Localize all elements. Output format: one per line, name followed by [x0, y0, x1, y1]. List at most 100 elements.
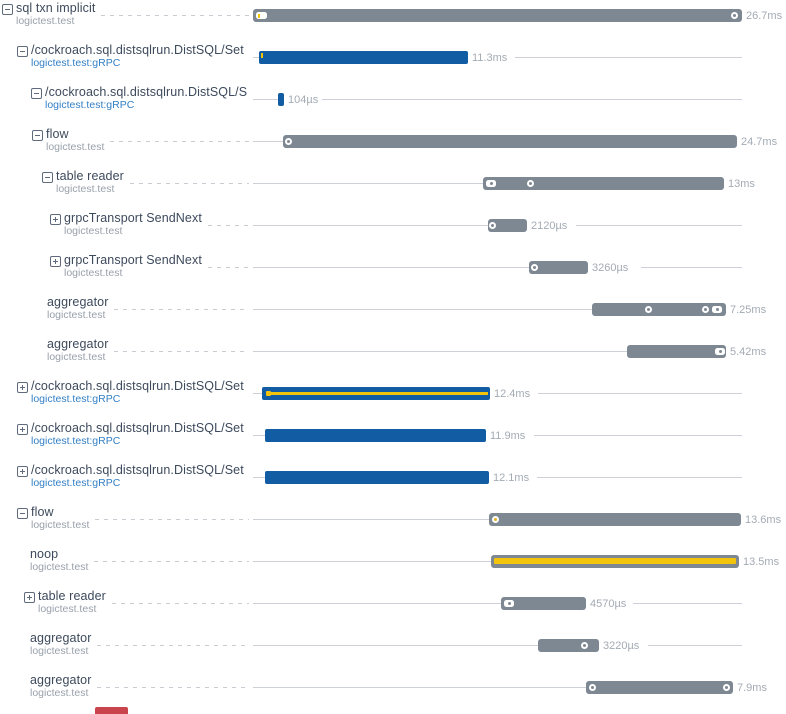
collapse-icon[interactable] [17, 508, 28, 519]
span-label-text: grpcTransport SendNext logictest.test [64, 252, 202, 279]
expand-icon[interactable] [50, 214, 61, 225]
span-duration: 13.5ms [743, 556, 780, 568]
span-bar[interactable] [278, 93, 284, 106]
expand-icon[interactable] [17, 424, 28, 435]
span-label-text: grpcTransport SendNext logictest.test [64, 210, 202, 237]
trace-span-row: table reader logictest.test 13ms [0, 168, 786, 210]
span-bar[interactable] [259, 51, 468, 64]
collapse-icon[interactable] [31, 88, 42, 99]
span-bar[interactable] [538, 639, 599, 652]
indent-spacer [0, 672, 30, 673]
span-bar[interactable] [483, 177, 724, 190]
timeline-tail-line [633, 603, 742, 604]
span-name: /cockroach.sql.distsqlrun.DistSQL/Set [31, 421, 244, 435]
span-duration: 13ms [728, 178, 755, 190]
span-source: logictest.test [38, 603, 97, 615]
collapse-icon[interactable] [32, 130, 43, 141]
log-marker-icon [504, 600, 514, 607]
icon-plus-stroke [22, 427, 23, 432]
span-bar[interactable] [253, 9, 742, 22]
timeline-left-line [253, 435, 265, 436]
trace-span-row: /cockroach.sql.distsqlrun.DistSQL/Set log… [0, 42, 786, 84]
timeline-left-line [253, 57, 259, 58]
span-bar[interactable] [529, 261, 588, 274]
span-bar[interactable] [586, 681, 733, 694]
span-label-area: aggregator logictest.test [0, 294, 253, 336]
timeline-tail-line [576, 225, 742, 226]
dashed-leader-line [97, 645, 249, 646]
dashed-leader-line [207, 225, 249, 226]
span-label-area: sql txn implicit logictest.test [0, 0, 253, 42]
expand-icon[interactable] [17, 466, 28, 477]
span-label-area: aggregator logictest.test [0, 672, 253, 714]
span-source: logictest.test [30, 561, 89, 573]
span-bar[interactable] [265, 429, 486, 442]
indent-spacer [0, 42, 17, 43]
log-marker-icon [261, 53, 263, 58]
span-bar[interactable] [489, 513, 741, 526]
log-marker-dot [491, 224, 494, 227]
log-marker-dot [494, 518, 497, 521]
span-name: sql txn implicit [16, 1, 96, 15]
span-bar[interactable] [283, 135, 737, 148]
child-span-stripe [267, 392, 488, 395]
log-marker-icon [702, 306, 709, 313]
timeline-tail-line [538, 393, 742, 394]
span-bar[interactable] [262, 387, 490, 400]
timeline-tail-line [648, 645, 742, 646]
span-source: logictest.test [46, 141, 105, 153]
span-source: logictest.test [47, 309, 106, 321]
expand-icon[interactable] [24, 592, 35, 603]
indent-spacer [0, 84, 31, 85]
indent-spacer [0, 252, 50, 253]
span-bar[interactable] [488, 219, 527, 232]
dashed-leader-line [207, 267, 249, 268]
span-name: aggregator [30, 631, 92, 645]
expand-icon[interactable] [17, 382, 28, 393]
log-marker-icon [645, 306, 652, 313]
trace-span-row: aggregator logictest.test 5.42ms [0, 336, 786, 378]
log-marker-icon [492, 516, 499, 523]
span-source: logictest.test:gRPC [45, 99, 135, 111]
span-bar[interactable] [592, 303, 726, 316]
dashed-leader-line [94, 561, 249, 562]
dashed-leader-line [97, 687, 249, 688]
span-label-text: sql txn implicit logictest.test [16, 0, 95, 27]
span-bar[interactable] [627, 345, 726, 358]
log-marker-icon [712, 306, 722, 313]
span-duration: 12.4ms [494, 388, 531, 400]
span-duration: 11.3ms [472, 52, 508, 64]
collapse-icon[interactable] [42, 172, 53, 183]
span-duration: 7.9ms [737, 682, 767, 694]
indent-spacer [0, 210, 50, 211]
log-marker-dot [647, 308, 650, 311]
span-bar[interactable] [491, 555, 739, 568]
span-duration: 3260µs [592, 262, 629, 274]
span-bar[interactable] [501, 597, 586, 610]
icon-minus-stroke [20, 513, 25, 514]
log-marker-dot [733, 14, 736, 17]
trace-span-row: /cockroach.sql.distsqlrun.DistSQL/Set log… [0, 420, 786, 462]
log-marker-dot [287, 140, 290, 143]
expand-icon[interactable] [50, 256, 61, 267]
log-marker-dot [258, 13, 260, 18]
icon-minus-stroke [35, 135, 40, 136]
timeline-left-line [253, 225, 488, 226]
span-bar[interactable] [265, 471, 489, 484]
span-source: logictest.test:gRPC [31, 477, 121, 489]
icon-minus-stroke [5, 9, 10, 10]
dashed-leader-line [129, 183, 249, 184]
span-name: grpcTransport SendNext [64, 211, 202, 225]
log-marker-icon [285, 138, 292, 145]
timeline-tail-line [641, 267, 742, 268]
span-label-text: flow logictest.test [46, 126, 104, 153]
collapse-icon[interactable] [17, 46, 28, 57]
span-label-area: noop logictest.test [0, 546, 253, 588]
timeline-left-line [253, 141, 283, 142]
span-name: flow [46, 127, 69, 141]
span-name: aggregator [47, 295, 109, 309]
log-marker-dot [489, 182, 493, 185]
log-marker-dot [533, 266, 536, 269]
log-marker-icon [266, 391, 271, 396]
collapse-icon[interactable] [2, 4, 13, 15]
